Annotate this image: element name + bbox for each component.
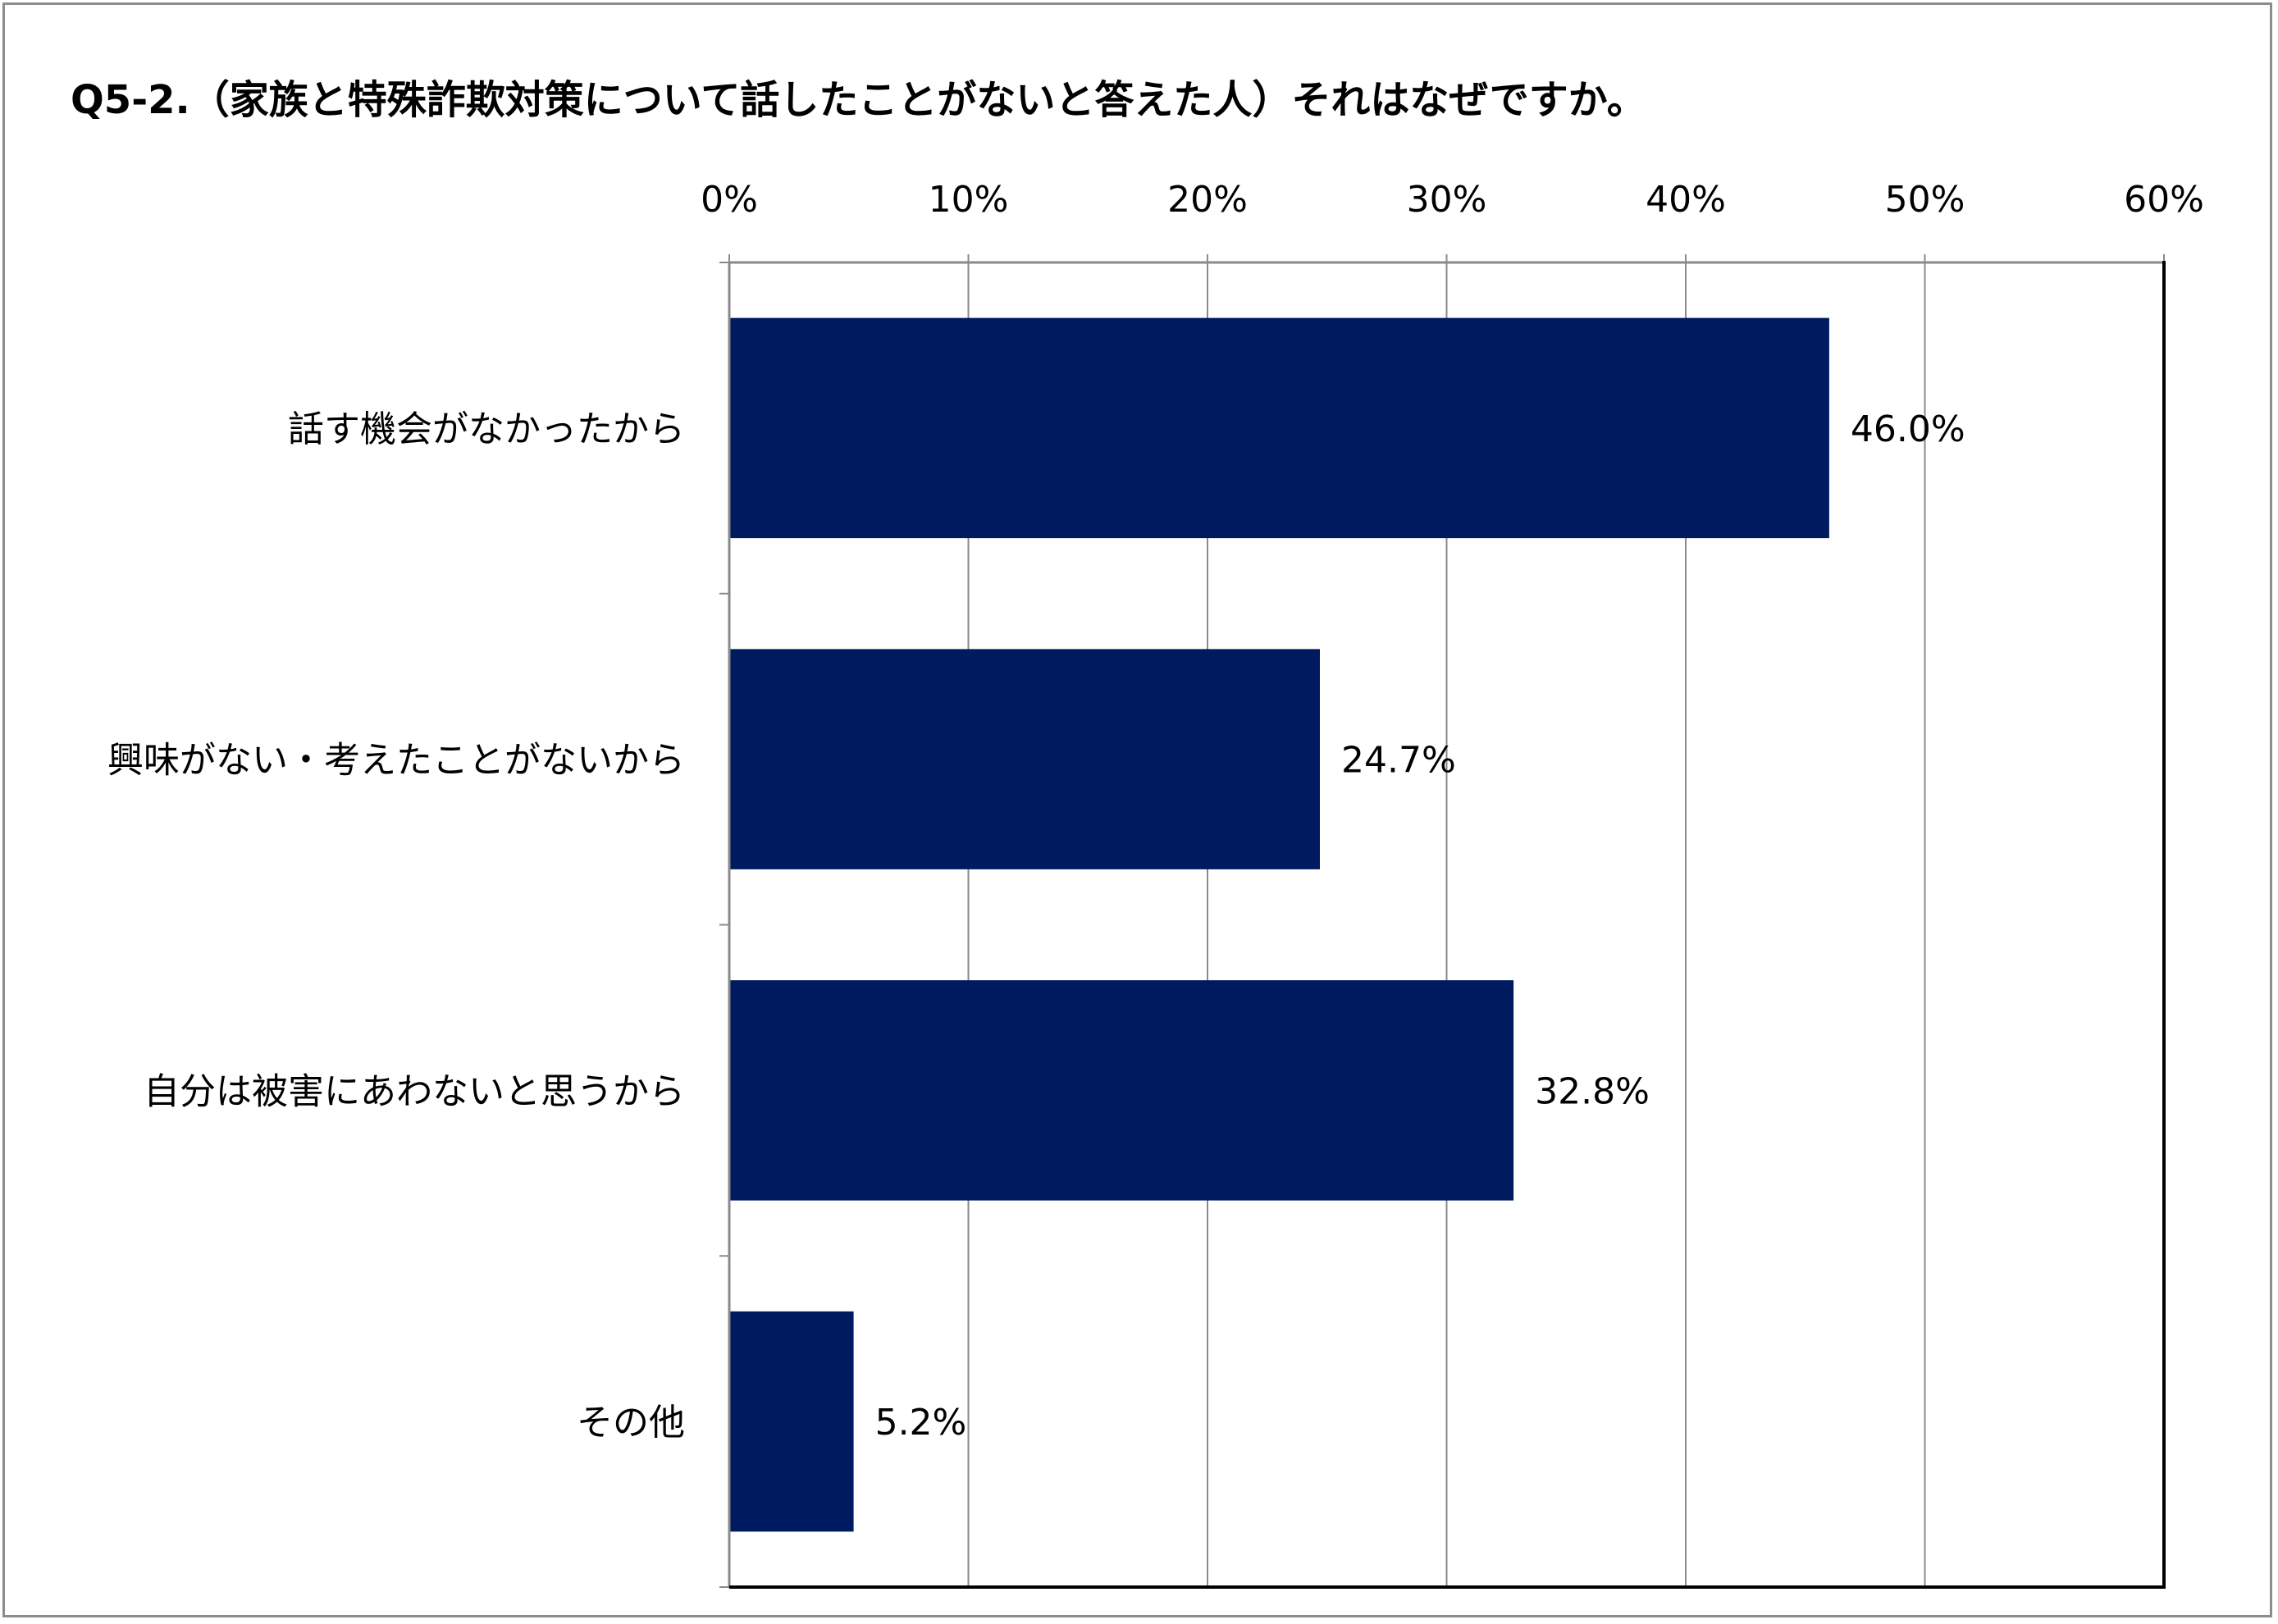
x-tick-label: 20%: [1167, 179, 1248, 221]
category-label: 興味がない・考えたことがないから: [107, 740, 685, 782]
x-tick-label: 60%: [2124, 179, 2204, 221]
axes: [719, 254, 2166, 1589]
x-tick-label: 10%: [929, 179, 1009, 221]
bars: [729, 317, 1829, 1532]
bar: [729, 980, 1514, 1201]
value-label: 46.0%: [1851, 408, 1965, 450]
value-label: 5.2%: [875, 1402, 967, 1444]
x-tick-label: 0%: [701, 179, 758, 221]
category-label: その他: [577, 1402, 685, 1444]
value-label: 32.8%: [1535, 1070, 1650, 1112]
bar: [729, 649, 1321, 869]
bar: [729, 1311, 854, 1532]
category-label: 自分は被害にあわないと思うから: [144, 1070, 685, 1112]
value-label: 24.7%: [1341, 740, 1456, 782]
x-tick-label: 50%: [1885, 179, 1965, 221]
category-label: 話す機会がなかったから: [288, 408, 685, 450]
x-tick-label: 30%: [1407, 179, 1487, 221]
chart-title: Q5-2.（家族と特殊詐欺対策について話したことがないと答えた人）それはなぜです…: [71, 77, 1646, 123]
bar: [729, 317, 1829, 539]
labels: 0% 10% 20% 30% 40% 50% 60% 話す機会がなかったから 46.0% 興味がな…: [107, 179, 2204, 1444]
x-tick-label: 40%: [1646, 179, 1726, 221]
